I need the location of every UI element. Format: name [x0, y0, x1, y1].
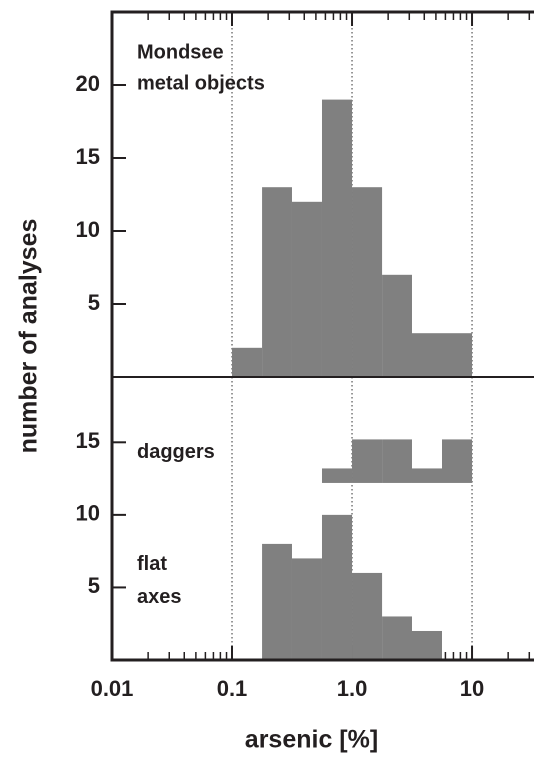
bar	[321, 468, 353, 483]
x-tick-label: 1.0	[337, 676, 368, 701]
bar	[321, 514, 353, 660]
bar	[411, 630, 442, 660]
bar	[262, 187, 292, 377]
annotation: metal objects	[137, 72, 265, 94]
y-tick-label: 15	[76, 144, 100, 169]
series-label: flat axes	[137, 553, 182, 608]
series-label: daggers	[137, 441, 215, 463]
bar	[291, 201, 322, 377]
y-tick-label: 10	[76, 217, 100, 242]
bar	[352, 439, 383, 483]
bar	[382, 439, 412, 483]
x-tick-label: 0.1	[217, 676, 248, 701]
x-tick-label: 0.01	[91, 676, 134, 701]
bar	[232, 347, 263, 377]
y-tick-label: 15	[76, 428, 100, 453]
bar	[291, 558, 322, 660]
y-tick-label: 5	[88, 290, 100, 315]
y-tick-label: 5	[88, 573, 100, 598]
y-tick-label: 10	[76, 501, 100, 526]
y-tick-label: 20	[76, 71, 100, 96]
bar	[352, 572, 383, 660]
bar	[411, 333, 442, 377]
x-tick-label: 10	[460, 676, 484, 701]
bar	[352, 187, 383, 377]
bar	[382, 616, 412, 660]
annotation: Mondsee	[137, 41, 224, 63]
bar	[262, 543, 292, 660]
bar	[382, 274, 412, 377]
bar	[411, 468, 442, 483]
bar	[441, 439, 473, 483]
y-axis-label: number of analyses	[15, 219, 43, 454]
bar	[321, 99, 353, 377]
x-axis-label: arsenic [%]	[245, 726, 378, 754]
bar	[441, 333, 473, 377]
